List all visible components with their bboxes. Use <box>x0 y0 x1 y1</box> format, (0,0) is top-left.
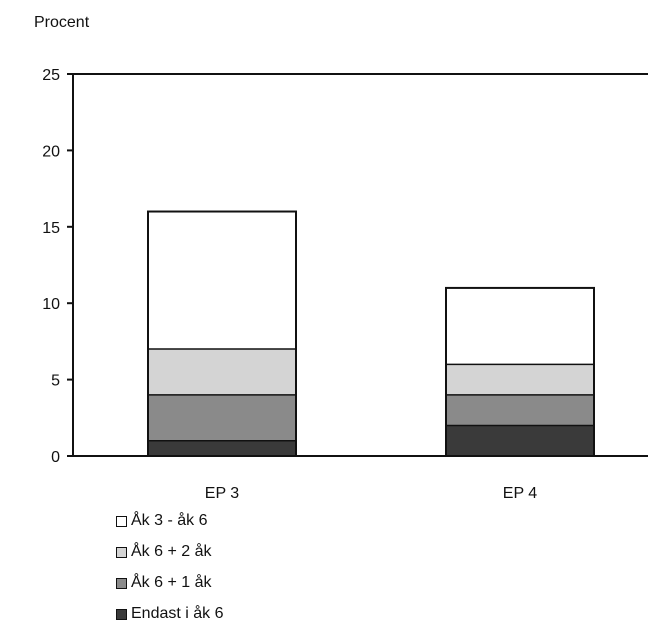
legend-swatch <box>116 515 127 527</box>
legend-item-endast-ak6: Endast i åk 6 <box>116 601 224 627</box>
bar-outline <box>445 286 595 458</box>
x-tick-label: EP 4 <box>503 485 538 502</box>
legend-label: Åk 3 - åk 6 <box>131 512 208 529</box>
y-tick-label: 20 <box>42 143 60 160</box>
legend-swatch <box>116 546 127 558</box>
bar-outline <box>147 210 297 457</box>
bar-segment <box>148 394 296 441</box>
y-axis-label: Procent <box>34 14 90 31</box>
bar-segment <box>148 440 296 456</box>
y-tick-label: 5 <box>51 373 60 390</box>
legend-item-ak3-ak6: Åk 3 - åk 6 <box>116 508 224 534</box>
bar-segment <box>148 211 296 350</box>
legend-label: Åk 6 + 1 åk <box>131 574 212 591</box>
x-tick-label: EP 3 <box>205 485 240 502</box>
bar-segment <box>446 394 594 426</box>
legend-label: Åk 6 + 2 åk <box>131 543 212 560</box>
bar-segment <box>446 425 594 456</box>
bar-segment <box>148 349 296 395</box>
legend-swatch <box>116 608 127 620</box>
y-tick-label: 25 <box>42 67 60 84</box>
y-tick-label: 15 <box>42 220 60 237</box>
y-tick-label: 0 <box>51 449 60 466</box>
bar-segment <box>446 364 594 395</box>
legend-item-ak6-plus-2: Åk 6 + 2 åk <box>116 539 224 565</box>
legend-item-ak6-plus-1: Åk 6 + 1 åk <box>116 570 224 596</box>
bar-segment <box>446 287 594 365</box>
legend-swatch <box>116 577 127 589</box>
y-tick-label: 10 <box>42 296 60 313</box>
legend: Åk 3 - åk 6 Åk 6 + 2 åk Åk 6 + 1 åk Enda… <box>116 508 224 632</box>
legend-label: Endast i åk 6 <box>131 605 224 622</box>
